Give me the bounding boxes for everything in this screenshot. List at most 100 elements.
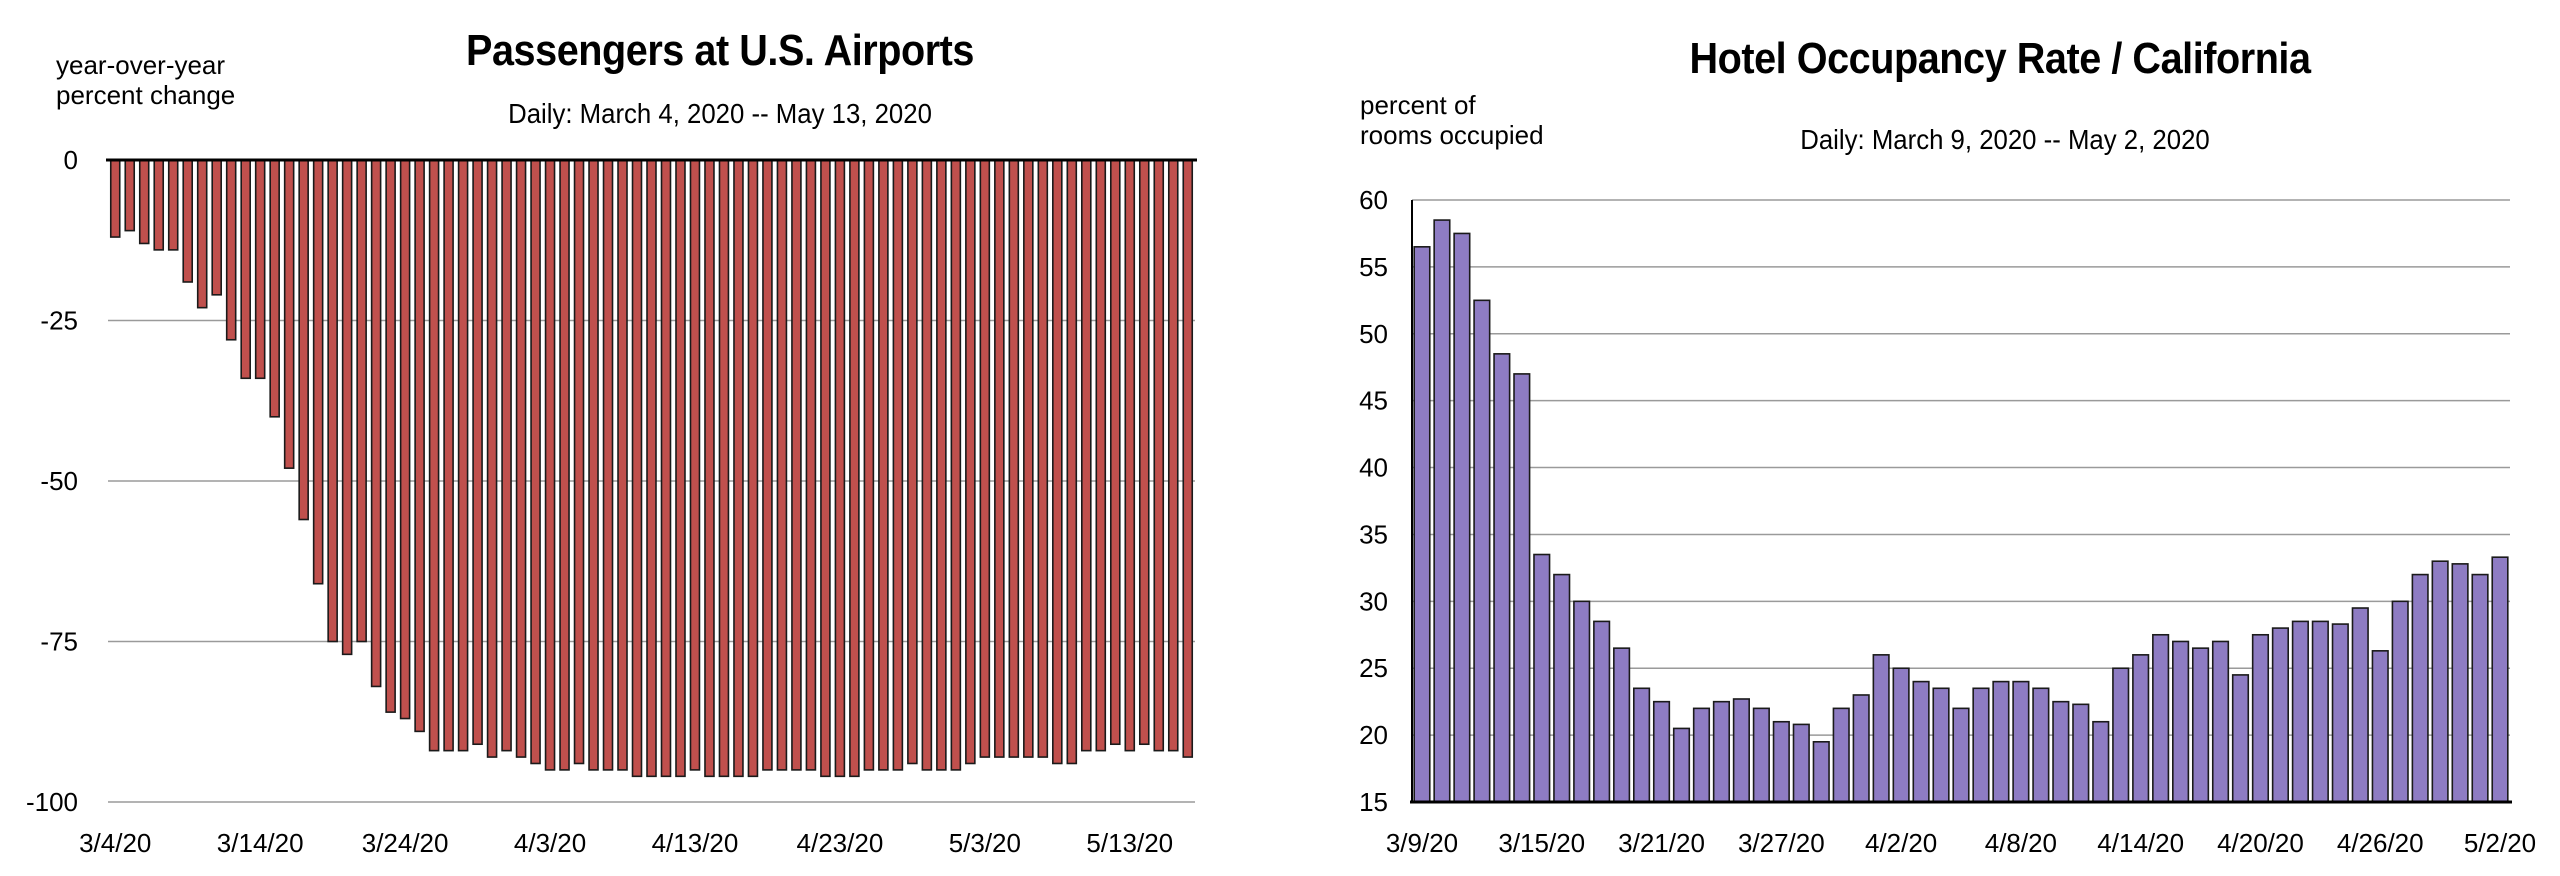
bar (2251, 633, 2270, 803)
bar (573, 159, 585, 765)
y-axis-label: year-over-year percent change (56, 50, 235, 110)
x-tick-label: 3/4/20 (79, 828, 151, 858)
bar (1692, 707, 1711, 803)
bar (2112, 667, 2130, 803)
bar (747, 159, 759, 778)
y-tick-label: 20 (1359, 720, 1388, 750)
bar (443, 159, 454, 752)
x-tick-label: 4/3/20 (514, 828, 586, 858)
bar (849, 159, 860, 778)
bar (1533, 553, 1551, 803)
bar (138, 159, 150, 245)
bar (1872, 654, 1890, 803)
bar (1752, 707, 1770, 803)
bar (2291, 620, 2309, 803)
bar (298, 159, 309, 521)
bar (1832, 707, 1850, 803)
bar (1632, 687, 1651, 803)
y-axis-label-line1: percent of (1360, 90, 1476, 120)
bar (1095, 159, 1107, 752)
x-tick-label: 3/15/20 (1498, 828, 1585, 858)
bar (2411, 573, 2429, 803)
bar (124, 159, 136, 232)
y-tick-label: 15 (1359, 787, 1388, 817)
bar (602, 159, 614, 771)
y-axis-label: percent of rooms occupied (1360, 90, 1544, 150)
bar (2311, 620, 2329, 803)
airport-passengers-chart: Passengers at U.S. Airports Daily: March… (26, 26, 1197, 858)
bar (834, 159, 846, 778)
x-tick-label: 5/2/20 (2464, 828, 2536, 858)
chart-subtitle: Daily: March 4, 2020 -- May 13, 2020 (508, 98, 932, 129)
bar (1124, 159, 1136, 752)
bar (1712, 700, 1731, 803)
bar (153, 159, 165, 251)
bar (283, 159, 295, 469)
bar (1732, 698, 1750, 803)
bar (2371, 650, 2389, 803)
bar (501, 159, 512, 752)
y-tick-label: 45 (1359, 386, 1388, 416)
x-tick-label: 4/14/20 (2097, 828, 2184, 858)
bar (559, 159, 570, 771)
bar (385, 159, 396, 713)
bar (631, 159, 643, 778)
bar (965, 159, 976, 765)
bar (312, 159, 324, 585)
bar (892, 159, 904, 771)
y-tick-label: -75 (40, 627, 78, 657)
bar (109, 159, 121, 238)
bar (1413, 246, 1431, 803)
bar (1672, 727, 1691, 803)
bar (1066, 159, 1078, 765)
bar (2431, 560, 2449, 803)
bar (1992, 680, 2010, 803)
bar (1792, 723, 1810, 803)
bar (370, 159, 382, 688)
y-axis-label-line1: year-over-year (56, 50, 226, 80)
x-tick-label: 3/14/20 (217, 828, 304, 858)
bar (414, 159, 425, 733)
bar (1513, 373, 1531, 803)
bar (675, 159, 686, 778)
hotel-occupancy-chart: Hotel Occupancy Rate / California Daily:… (1280, 0, 2560, 876)
bar (1852, 694, 1870, 803)
bar (1812, 740, 1830, 803)
bar (356, 159, 367, 643)
bar (1493, 353, 1511, 803)
bar (820, 159, 831, 778)
bar (2032, 687, 2050, 803)
bar (196, 159, 208, 309)
x-tick-label: 3/24/20 (362, 828, 449, 858)
bar (2271, 627, 2290, 803)
x-tick-label: 3/21/20 (1618, 828, 1705, 858)
bar (2152, 633, 2170, 803)
bar (950, 159, 962, 771)
bar (776, 159, 788, 771)
y-tick-label: -25 (40, 306, 78, 336)
bar (762, 159, 773, 771)
y-tick-label: 60 (1359, 185, 1388, 215)
bar (544, 159, 556, 771)
bar (791, 159, 802, 771)
bar (2012, 680, 2030, 803)
bar (1573, 600, 1591, 803)
bar (805, 159, 817, 771)
bar (269, 159, 280, 418)
bar (1593, 620, 1611, 803)
bar (341, 159, 353, 656)
bar (2132, 654, 2150, 803)
bar (979, 159, 991, 758)
bar (2231, 674, 2250, 803)
chart-title: Passengers at U.S. Airports (466, 26, 974, 75)
bar (240, 159, 251, 380)
x-tick-label: 4/2/20 (1865, 828, 1937, 858)
bar (530, 159, 541, 765)
bar (1052, 159, 1063, 765)
x-tick-label: 4/26/20 (2337, 828, 2424, 858)
bar (515, 159, 527, 758)
bar (399, 159, 411, 720)
y-tick-label: 50 (1359, 319, 1388, 349)
bar (2092, 720, 2110, 803)
